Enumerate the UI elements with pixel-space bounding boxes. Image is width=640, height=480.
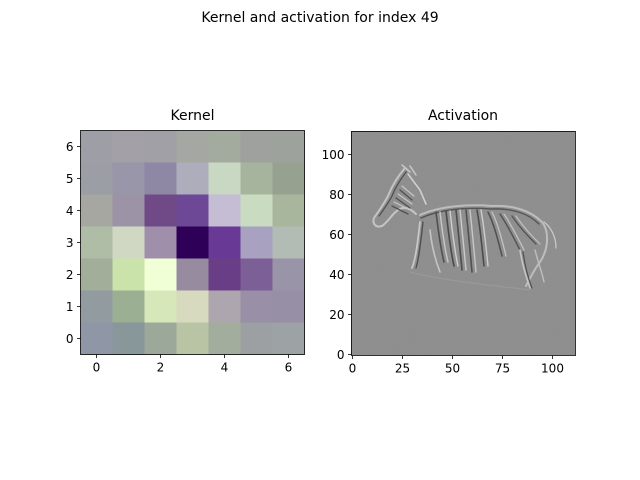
kernel-y-tick-label: 3 bbox=[66, 236, 74, 250]
kernel-x-tick-label: 6 bbox=[285, 361, 293, 375]
activation-y-tick-label: 80 bbox=[329, 188, 344, 202]
activation-x-tick-label: 50 bbox=[445, 362, 460, 376]
activation-y-tick-label: 0 bbox=[337, 348, 345, 362]
kernel-cell bbox=[208, 322, 241, 355]
kernel-cell bbox=[208, 290, 241, 323]
kernel-cell bbox=[80, 322, 113, 355]
kernel-cell bbox=[272, 226, 305, 259]
kernel-x-tick-label: 2 bbox=[157, 361, 165, 375]
kernel-cell bbox=[80, 290, 113, 323]
kernel-cell bbox=[176, 322, 209, 355]
kernel-cell bbox=[240, 194, 273, 227]
kernel-cell bbox=[144, 258, 177, 291]
kernel-cell bbox=[112, 130, 145, 163]
kernel-cell bbox=[208, 194, 241, 227]
kernel-cell bbox=[208, 130, 241, 163]
kernel-cell bbox=[240, 258, 273, 291]
kernel-y-tick-label: 0 bbox=[66, 332, 74, 346]
kernel-x-tick-label: 4 bbox=[221, 361, 229, 375]
kernel-cell bbox=[176, 258, 209, 291]
kernel-y-tick-label: 6 bbox=[66, 140, 74, 154]
kernel-cells bbox=[80, 130, 305, 355]
kernel-cell bbox=[112, 258, 145, 291]
kernel-cell bbox=[80, 226, 113, 259]
kernel-cell bbox=[112, 162, 145, 195]
kernel-cell bbox=[144, 130, 177, 163]
kernel-cell bbox=[80, 130, 113, 163]
kernel-title: Kernel bbox=[171, 108, 215, 124]
kernel-x-axis: 0 2 4 6 bbox=[93, 354, 293, 375]
kernel-cell bbox=[80, 194, 113, 227]
figure-suptitle: Kernel and activation for index 49 bbox=[201, 10, 438, 26]
kernel-cell bbox=[112, 194, 145, 227]
activation-x-axis: 0 25 50 75 100 bbox=[349, 355, 564, 376]
kernel-cell bbox=[112, 290, 145, 323]
activation-axes-frame bbox=[351, 131, 576, 356]
activation-subplot: Activation bbox=[322, 108, 576, 376]
kernel-subplot: Kernel 0 2 4 6 0 1 2 3 4 5 6 bbox=[66, 108, 305, 375]
kernel-cell bbox=[240, 226, 273, 259]
kernel-cell bbox=[176, 194, 209, 227]
kernel-cell bbox=[208, 226, 241, 259]
kernel-cell bbox=[240, 322, 273, 355]
activation-x-tick-label: 0 bbox=[349, 362, 357, 376]
kernel-cell bbox=[144, 290, 177, 323]
kernel-cell bbox=[208, 162, 241, 195]
activation-y-tick-label: 20 bbox=[329, 308, 344, 322]
kernel-cell bbox=[208, 258, 241, 291]
activation-y-axis: 0 20 40 60 80 100 bbox=[322, 148, 352, 362]
kernel-cell bbox=[272, 162, 305, 195]
kernel-y-axis: 0 1 2 3 4 5 6 bbox=[66, 140, 81, 346]
activation-x-tick-label: 75 bbox=[495, 362, 510, 376]
kernel-cell bbox=[112, 322, 145, 355]
activation-x-tick-label: 25 bbox=[395, 362, 410, 376]
kernel-cell bbox=[144, 194, 177, 227]
kernel-cell bbox=[144, 226, 177, 259]
activation-image bbox=[351, 131, 575, 355]
kernel-y-tick-label: 4 bbox=[66, 204, 74, 218]
kernel-cell bbox=[176, 290, 209, 323]
kernel-y-tick-label: 2 bbox=[66, 268, 74, 282]
kernel-cell bbox=[240, 290, 273, 323]
kernel-cell bbox=[272, 290, 305, 323]
kernel-y-tick-label: 5 bbox=[66, 172, 74, 186]
activation-title: Activation bbox=[428, 108, 498, 124]
kernel-cell bbox=[176, 162, 209, 195]
activation-y-tick-label: 100 bbox=[322, 148, 345, 162]
activation-x-tick-label: 100 bbox=[541, 362, 564, 376]
zebra-edge-pattern bbox=[372, 164, 557, 291]
kernel-cell bbox=[176, 130, 209, 163]
activation-y-tick-label: 60 bbox=[329, 228, 344, 242]
kernel-y-tick-label: 1 bbox=[66, 300, 74, 314]
kernel-cell bbox=[80, 162, 113, 195]
kernel-cell bbox=[272, 130, 305, 163]
kernel-cell bbox=[176, 226, 209, 259]
kernel-cell bbox=[80, 258, 113, 291]
kernel-cell bbox=[272, 322, 305, 355]
activation-y-tick-label: 40 bbox=[329, 268, 344, 282]
kernel-cell bbox=[240, 162, 273, 195]
kernel-cell bbox=[112, 226, 145, 259]
kernel-cell bbox=[272, 258, 305, 291]
kernel-cell bbox=[144, 322, 177, 355]
kernel-cell bbox=[272, 194, 305, 227]
kernel-x-tick-label: 0 bbox=[93, 361, 101, 375]
kernel-cell bbox=[240, 130, 273, 163]
kernel-cell bbox=[144, 162, 177, 195]
